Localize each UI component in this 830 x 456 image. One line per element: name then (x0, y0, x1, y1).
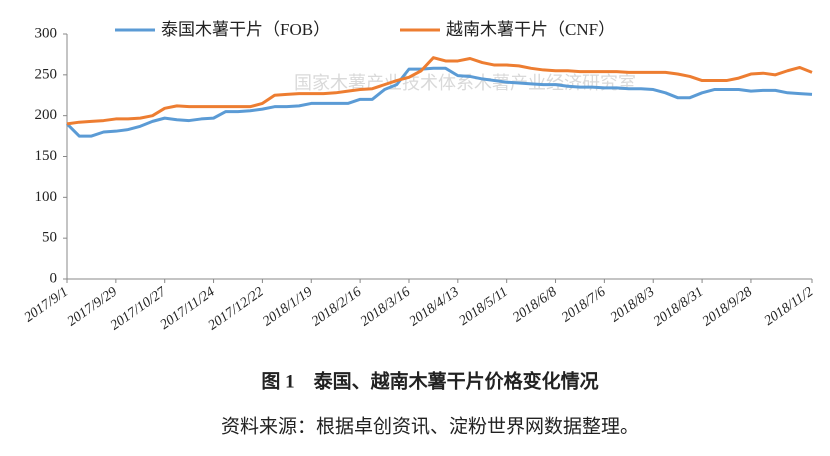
legend-label: 越南木薯干片（CNF） (446, 20, 615, 39)
x-tick-label: 2018/4/13 (407, 285, 462, 330)
x-tick-label: 2018/6/8 (510, 285, 559, 326)
series-line (65, 66, 813, 138)
y-tick-label: 100 (35, 189, 58, 205)
x-tick-label: 2018/3/16 (358, 285, 413, 330)
x-tick-label: 2017/9/1 (22, 285, 71, 326)
x-tick-label: 2018/1/19 (260, 285, 315, 330)
x-tick-label: 2018/11/2 (762, 285, 816, 329)
series-line (66, 56, 813, 126)
y-tick-label: 250 (35, 66, 58, 82)
y-tick-label: 300 (35, 25, 58, 41)
caption: 图 1 泰国、越南木薯干片价格变化情况 (261, 369, 598, 392)
y-tick-label: 150 (35, 148, 58, 164)
x-tick-label: 2018/5/11 (457, 285, 511, 329)
x-tick-label: 2018/8/3 (608, 285, 657, 326)
x-tick-label: 2018/9/28 (700, 285, 755, 330)
x-tick-label: 2018/2/16 (309, 285, 364, 330)
legend-label: 泰国木薯干片（FOB） (161, 20, 330, 39)
y-tick-label: 50 (42, 230, 57, 246)
x-tick-label: 2018/8/31 (651, 285, 706, 330)
x-tick-label: 2017/12/22 (206, 285, 267, 334)
source-note: 资料来源：根据卓创资讯、淀粉世界网数据整理。 (221, 415, 639, 437)
x-tick-label: 2018/7/6 (559, 285, 608, 326)
y-tick-label: 0 (50, 270, 58, 286)
watermark: 国家木薯产业技术体系木薯产业经济研究室 (294, 73, 636, 93)
y-tick-label: 200 (35, 107, 58, 123)
